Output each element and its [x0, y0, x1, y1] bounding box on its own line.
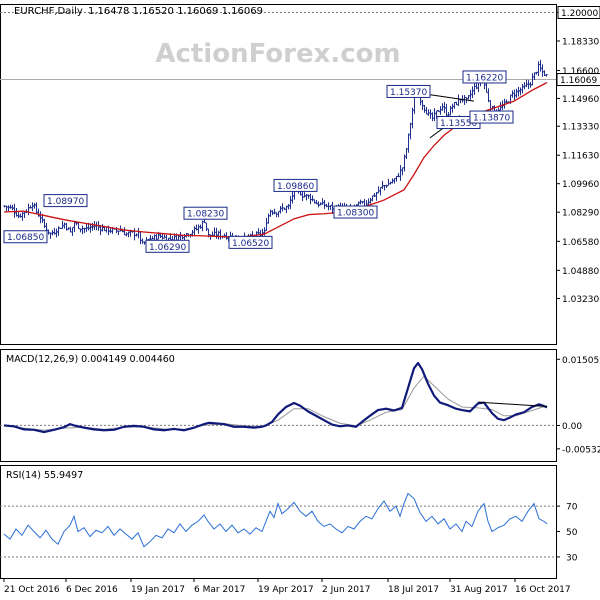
level-label: 1.08230 — [187, 210, 224, 220]
price-header: EURCHF,Daily 1.16478 1.16520 1.16069 1.1… — [14, 6, 263, 17]
level-label-box — [333, 205, 378, 219]
time-tick-label: 19 Apr 2017 — [258, 585, 314, 595]
rsi-tick-label: 50 — [566, 528, 578, 538]
level-label: 1.15370 — [390, 88, 427, 98]
time-tick-label: 19 Jan 2017 — [131, 585, 185, 595]
time-tick-label: 16 Oct 2017 — [515, 585, 571, 595]
rsi-title: RSI(14) 55.9497 — [6, 470, 83, 481]
rsi-plot: 70 50 30 — [0, 492, 578, 563]
macd-tick-label: -0.005321 — [562, 445, 600, 455]
level-label-box — [273, 178, 318, 192]
level-label-box — [228, 235, 273, 249]
price-tick-label: 1.13330 — [562, 123, 599, 133]
macd-tick-label: 0.015052 — [562, 356, 600, 366]
level-label: 1.13550 — [440, 119, 477, 129]
time-tick-label: 6 Dec 2016 — [66, 585, 118, 595]
time-tick-label: 18 Jul 2017 — [388, 585, 439, 595]
price-tick-label: 1.20000 — [561, 9, 598, 19]
time-tick-label: 21 Oct 2016 — [4, 585, 60, 595]
level-label: 1.06850 — [7, 233, 44, 243]
highlight-tick-box — [557, 6, 600, 19]
time-tick-label: 2 Jun 2017 — [322, 585, 370, 595]
price-tick-label: 1.11630 — [562, 152, 599, 162]
price-tick-label: 1.09960 — [562, 180, 599, 190]
level-label-box — [469, 110, 514, 124]
macd-title: MACD(12,26,9) 0.004149 0.004460 — [6, 354, 175, 365]
macd-trendline — [477, 401, 548, 408]
price-tick-label: 1.16600 — [562, 67, 599, 77]
level-label-box — [462, 70, 507, 84]
price-tick-label: 1.18330 — [562, 37, 599, 47]
current-price-label: 1.16069 — [560, 76, 597, 86]
panel-frame — [0, 349, 557, 462]
level-label: 1.08300 — [337, 209, 374, 219]
time-tick-label: 6 Mar 2017 — [194, 585, 245, 595]
ohlc-values: 1.16478 1.16520 1.16069 1.16069 — [88, 6, 263, 17]
chart-title: EURCHF,Daily — [14, 6, 83, 17]
rsi-tick-label: 30 — [566, 553, 578, 563]
level-label: 1.08970 — [47, 197, 84, 207]
price-tick-label: 1.08290 — [562, 209, 599, 219]
macd-line — [3, 361, 548, 434]
panel-frames — [0, 4, 557, 579]
panel-frame — [0, 465, 557, 579]
signal-line — [3, 375, 548, 431]
level-label-box — [386, 84, 431, 98]
level-label: 1.09860 — [277, 182, 314, 192]
level-label: 1.06290 — [149, 243, 186, 253]
level-label: 1.13870 — [473, 114, 510, 124]
price-tick-label: 1.06580 — [562, 238, 599, 248]
level-label-box — [3, 230, 48, 244]
time-axis: 21 Oct 2016 6 Dec 2016 19 Jan 2017 6 Mar 20… — [3, 578, 571, 595]
rsi-tick-label: 70 — [566, 503, 578, 513]
current-price-box — [556, 73, 600, 87]
level-label: 1.16220 — [466, 73, 503, 83]
panel-frame — [0, 4, 557, 345]
price-tick-label: 1.14960 — [562, 95, 599, 105]
time-tick-label: 31 Aug 2017 — [450, 585, 508, 595]
rsi-line — [3, 492, 548, 548]
price-plot: 1.08970 1.06850 1.08230 1.06290 1.06520 1.098… — [3, 59, 548, 253]
watermark: ActionForex.com — [155, 39, 400, 69]
level-label-box — [43, 194, 88, 208]
level-label: 1.06520 — [232, 239, 269, 249]
price-tick-label: 1.04880 — [562, 267, 599, 277]
level-label-box — [145, 239, 190, 253]
price-tick-label: 1.03230 — [562, 295, 599, 305]
level-label-box — [183, 206, 228, 220]
macd-tick-label: 0.00 — [562, 422, 582, 432]
macd-plot: 0.015052 0.00 -0.005321 — [0, 356, 600, 455]
